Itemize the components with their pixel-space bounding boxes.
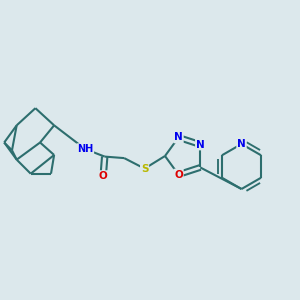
Text: O: O	[174, 169, 183, 179]
Text: NH: NH	[77, 144, 93, 154]
Text: N: N	[196, 140, 205, 149]
Text: N: N	[174, 133, 183, 142]
Text: N: N	[237, 139, 246, 149]
Text: S: S	[141, 164, 148, 174]
Text: O: O	[99, 171, 108, 181]
